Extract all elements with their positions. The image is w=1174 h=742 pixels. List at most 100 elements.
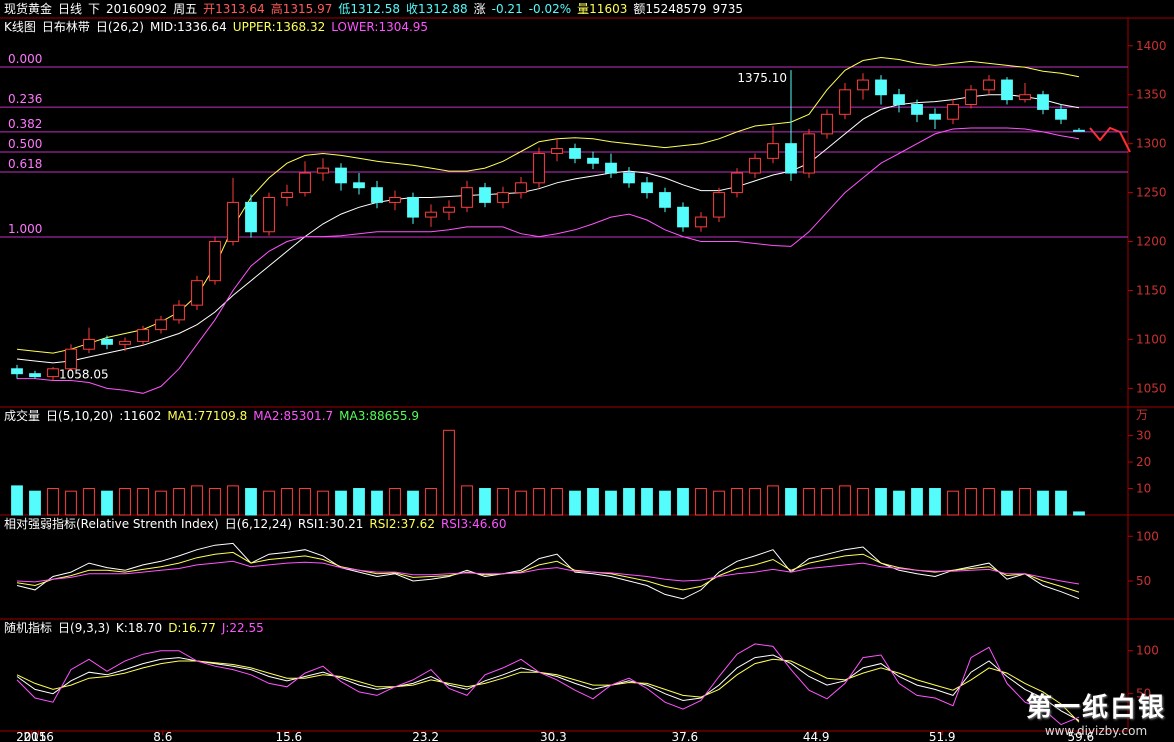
volume-bar — [245, 488, 257, 516]
x-tick-label: 8.6 — [153, 730, 172, 742]
volume-bar — [929, 488, 941, 516]
series-line — [17, 127, 1080, 394]
volume-bar — [407, 490, 419, 516]
candle-body — [857, 79, 869, 91]
legend-item: D:16.77 — [168, 621, 216, 635]
header-item: 高1315.97 — [270, 2, 333, 16]
panel-label: 成交量 日(5,10,20):11602 MA1:77109.8 MA2:85301.… — [4, 408, 419, 424]
candle-body — [695, 216, 707, 228]
volume-bar — [1073, 511, 1085, 516]
volume-bar — [1055, 490, 1067, 516]
y-tick-label: 50 — [1136, 574, 1151, 588]
y-tick-label: 1250 — [1136, 186, 1167, 200]
volume-bar — [1019, 488, 1031, 516]
volume-bar — [1037, 490, 1049, 516]
volume-bar — [11, 485, 23, 516]
volume-bar — [785, 488, 797, 516]
y-tick-label: 20 — [1136, 455, 1151, 469]
volume-bar — [965, 488, 977, 516]
header-item: 额15248579 — [633, 2, 707, 16]
y-tick-label: 50 — [1136, 687, 1151, 701]
volume-bar — [227, 485, 239, 516]
candle-body — [191, 280, 203, 306]
header-item: 日线 — [58, 2, 83, 16]
watermark-url: www.diyizby.com — [1044, 724, 1148, 738]
fib-label: 1.000 — [8, 222, 42, 236]
candle-body — [245, 201, 257, 233]
volume-bar — [335, 490, 347, 516]
volume-bar — [281, 488, 293, 516]
legend-item: 日(6,12,24) — [224, 517, 292, 531]
volume-bar — [911, 488, 923, 516]
legend-item: 日布林带 — [41, 20, 90, 34]
legend-item: 成交量 — [4, 409, 41, 423]
candle-body — [1019, 94, 1031, 101]
candle-body — [335, 167, 347, 184]
candle-body — [353, 182, 365, 189]
volume-bar — [65, 490, 77, 516]
legend-item: J:22.55 — [221, 621, 264, 635]
candle-body — [317, 167, 329, 174]
series-line — [16, 658, 1080, 723]
header-item: 开1313.64 — [203, 2, 265, 16]
volume-bar — [155, 490, 167, 516]
fib-label: 0.236 — [8, 92, 42, 106]
candle-body — [299, 172, 311, 194]
candle-body — [821, 113, 833, 135]
legend-item: MA3:88655.9 — [339, 409, 420, 423]
candle-body — [209, 241, 221, 282]
candle-body — [1001, 79, 1013, 101]
volume-bar — [947, 490, 959, 516]
annotation: 1058.05 — [59, 367, 109, 381]
x-tick-label: 15.6 — [275, 730, 302, 742]
candle-body — [803, 133, 815, 174]
volume-bar — [803, 488, 815, 516]
legend-item: K:18.70 — [115, 621, 163, 635]
legend-item: RSI3:46.60 — [440, 517, 507, 531]
volume-bar — [137, 488, 149, 516]
header-item: 现货黄金 — [4, 2, 53, 16]
candle-body — [839, 89, 851, 115]
volume-bar — [533, 488, 545, 516]
candle-body — [101, 338, 113, 345]
volume-bar — [857, 488, 869, 516]
volume-bar — [191, 485, 203, 516]
fib-label: 0.500 — [8, 137, 42, 151]
volume-bar — [587, 488, 599, 516]
volume-bar — [893, 490, 905, 516]
x-tick-label: 23.2 — [412, 730, 439, 742]
candle-body — [713, 192, 725, 218]
volume-bar — [731, 488, 743, 516]
candle-body — [83, 338, 95, 350]
volume-bar — [173, 488, 185, 516]
x-tick-label: 30.3 — [540, 730, 567, 742]
volume-bar — [443, 429, 455, 516]
candle-body — [749, 157, 761, 174]
volume-bar — [1001, 490, 1013, 516]
panel-label: K线图 日布林带 日(26,2) MID:1336.64 UPPER:1368.32 LO… — [4, 19, 428, 35]
legend-item: K线图 — [4, 20, 36, 34]
volume-bar — [425, 488, 437, 516]
candle-body — [1037, 94, 1049, 110]
header-item: -0.21 — [491, 2, 523, 16]
y-unit: 万 — [1136, 408, 1148, 422]
volume-bar — [299, 488, 311, 516]
candle-body — [965, 89, 977, 106]
x-tick-label: 44.9 — [803, 730, 830, 742]
volume-bar — [479, 488, 491, 516]
candle-body — [605, 162, 617, 174]
y-tick-label: 1200 — [1136, 235, 1167, 249]
volume-bar — [515, 490, 527, 516]
volume-bar — [371, 490, 383, 516]
candle-body — [623, 172, 635, 184]
candle-body — [65, 348, 77, 370]
volume-bar — [767, 485, 779, 516]
volume-bar — [569, 490, 581, 516]
candle-body — [947, 104, 959, 120]
volume-bar — [29, 490, 41, 516]
volume-bar — [695, 488, 707, 516]
volume-bar — [83, 488, 95, 516]
candle-body — [875, 79, 887, 96]
header-item: 9735 — [712, 2, 743, 16]
